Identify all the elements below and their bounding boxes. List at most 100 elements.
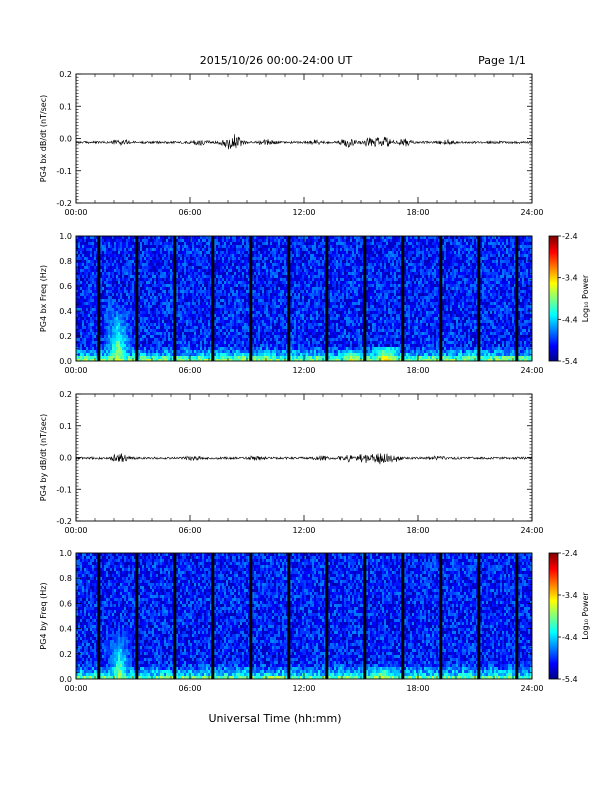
spectrogram-cell: [188, 251, 190, 254]
spectrogram-cell: [160, 311, 162, 314]
spectrogram-cell: [94, 311, 96, 314]
spectrogram-cell: [198, 263, 200, 266]
spectrogram-cell: [92, 323, 94, 326]
spectrogram-cell: [120, 341, 122, 344]
spectrogram-cell: [118, 242, 120, 245]
spectrogram-cell: [182, 323, 184, 326]
spectrogram-cell: [256, 323, 258, 326]
spectrogram-cell: [230, 263, 232, 266]
spectrogram-cell: [170, 338, 172, 341]
spectrogram-cell: [160, 242, 162, 245]
spectrogram-cell: [206, 320, 208, 323]
spectrogram-cell: [82, 278, 84, 281]
spectrogram-cell: [200, 308, 202, 311]
spectrogram-cell: [114, 278, 116, 281]
spectrogram-cell: [196, 266, 198, 269]
spectrogram-cell: [80, 296, 82, 299]
spectrogram-cell: [232, 335, 234, 338]
spectrogram-cell: [258, 254, 260, 257]
spectrogram-cell: [168, 290, 170, 293]
spectrogram-cell: [160, 299, 162, 302]
spectrogram-cell: [266, 287, 268, 290]
spectrogram-cell: [232, 326, 234, 329]
spectrogram-cell: [118, 266, 120, 269]
spectrogram-cell: [154, 314, 156, 317]
spectrogram-cell: [206, 260, 208, 263]
spectrogram-cell: [206, 272, 208, 275]
spectrogram-cell: [230, 335, 232, 338]
spectrogram-cell: [126, 296, 128, 299]
spectrogram-cell: [216, 281, 218, 284]
spectrogram-cell: [216, 353, 218, 356]
spectrogram-cell: [156, 344, 158, 347]
spectrogram-cell: [186, 296, 188, 299]
spectrogram-cell: [146, 275, 148, 278]
spectrogram-cell: [122, 272, 124, 275]
spectrogram-cell: [296, 341, 298, 344]
spectrogram-cell: [270, 260, 272, 263]
spectrogram-cell: [88, 287, 90, 290]
spectrogram-cell: [164, 344, 166, 347]
spectrogram-cell: [184, 251, 186, 254]
spectrogram-cell: [232, 353, 234, 356]
spectrogram-cell: [178, 287, 180, 290]
spectrogram-cell: [152, 287, 154, 290]
spectrogram-cell: [254, 341, 256, 344]
spectrogram-cell: [246, 293, 248, 296]
spectrogram-cell: [240, 335, 242, 338]
spectrogram-cell: [298, 248, 300, 251]
spectrogram-cell: [292, 290, 294, 293]
spectrogram-cell: [170, 353, 172, 356]
spectrogram-cell: [154, 287, 156, 290]
spectrogram-cell: [302, 326, 304, 329]
spectrogram-cell: [160, 293, 162, 296]
spectrogram-cell: [168, 311, 170, 314]
spectrogram-cell: [160, 275, 162, 278]
spectrogram-cell: [276, 275, 278, 278]
spectrogram-cell: [126, 353, 128, 356]
spectrogram-cell: [112, 338, 114, 341]
spectrogram-cell: [126, 338, 128, 341]
spectrogram-cell: [238, 263, 240, 266]
spectrogram-cell: [300, 317, 302, 320]
spectrogram-cell: [184, 287, 186, 290]
spectrogram-cell: [192, 350, 194, 353]
spectrogram-cell: [148, 248, 150, 251]
spectrogram-cell: [126, 299, 128, 302]
spectrogram-cell: [296, 299, 298, 302]
spectrogram-cell: [190, 311, 192, 314]
spectrogram-cell: [224, 299, 226, 302]
spectrogram-cell: [150, 260, 152, 263]
spectrogram-cell: [120, 278, 122, 281]
spectrogram-cell: [296, 350, 298, 353]
spectrogram-cell: [82, 281, 84, 284]
spectrogram-cell: [268, 347, 270, 350]
spectrogram-cell: [170, 257, 172, 260]
spectrogram-cell: [242, 341, 244, 344]
spectrogram-cell: [230, 347, 232, 350]
spectrogram-cell: [238, 335, 240, 338]
spectrogram-cell: [254, 338, 256, 341]
spectrogram-cell: [118, 335, 120, 338]
spectrogram-cell: [88, 347, 90, 350]
spectrogram-cell: [150, 266, 152, 269]
spectrogram-cell: [90, 269, 92, 272]
spectrogram-cell: [204, 344, 206, 347]
spectrogram-cell: [88, 269, 90, 272]
spectrogram-cell: [122, 344, 124, 347]
spectrogram-cell: [82, 248, 84, 251]
spectrogram-cell: [226, 260, 228, 263]
spectrogram-cell: [88, 284, 90, 287]
spectrogram-cell: [86, 302, 88, 305]
spectrogram-cell: [108, 332, 110, 335]
spectrogram-cell: [296, 254, 298, 257]
spectrogram-cell: [130, 347, 132, 350]
spectrogram-cell: [152, 272, 154, 275]
spectrogram-cell: [254, 293, 256, 296]
spectrogram-cell: [202, 260, 204, 263]
spectrogram-cell: [82, 314, 84, 317]
spectrogram-cell: [188, 269, 190, 272]
spectrogram-cell: [160, 281, 162, 284]
spectrogram-cell: [300, 257, 302, 260]
spectrogram-cell: [228, 296, 230, 299]
